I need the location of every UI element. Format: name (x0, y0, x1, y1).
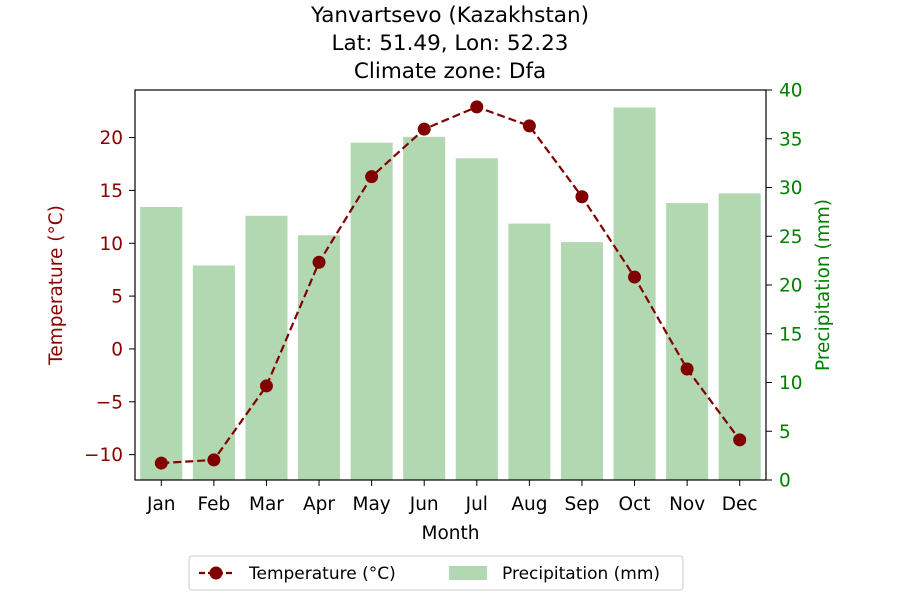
x-axis-label: Month (422, 523, 480, 544)
left-y-tick-label: 15 (99, 181, 123, 202)
title-line: Lat: 51.49, Lon: 52.23 (332, 31, 569, 56)
precipitation-bar (403, 136, 446, 481)
precipitation-bar (245, 215, 288, 480)
precipitation-bar (508, 223, 551, 480)
chart-title: Yanvartsevo (Kazakhstan) Lat: 51.49, Lon:… (310, 3, 589, 84)
precipitation-bars (140, 107, 761, 481)
axes: Jan Feb Mar Apr May Jun Jul Aug Sep Oct Nov Dec Mont… (46, 81, 834, 545)
precipitation-bar (613, 107, 656, 481)
temperature-point (259, 379, 273, 393)
left-y-tick-label: 20 (99, 128, 123, 149)
legend-precipitation-swatch (449, 566, 487, 580)
x-tick-label: Jan (146, 494, 176, 515)
x-tick-label: Apr (303, 494, 335, 515)
precipitation-bar (192, 265, 235, 480)
right-y-tick-label: 30 (779, 178, 803, 199)
precipitation-bar (560, 242, 603, 480)
left-y-tick-label: −10 (84, 445, 123, 466)
right-y-tick-label: 35 (779, 129, 803, 150)
title-line: Climate zone: Dfa (354, 59, 546, 84)
temperature-point (207, 453, 221, 467)
legend: Temperature (°C) Precipitation (mm) (188, 555, 684, 591)
precipitation-bar (455, 158, 498, 480)
right-y-tick-label: 5 (779, 422, 791, 443)
temperature-point (575, 190, 589, 204)
right-y-tick-label: 20 (779, 276, 803, 297)
precipitation-bar (350, 142, 393, 480)
left-y-tick-label: 5 (111, 287, 123, 308)
temperature-point (365, 170, 379, 184)
temperature-point (470, 100, 484, 114)
x-tick-label: Jul (465, 494, 488, 515)
temperature-point (154, 456, 168, 470)
legend-precipitation-label: Precipitation (mm) (502, 564, 660, 584)
temperature-point (312, 255, 326, 269)
temperature-point (417, 122, 431, 136)
x-tick-label: Jun (409, 494, 439, 515)
legend-temperature-label: Temperature (°C) (248, 564, 396, 584)
left-y-tick-label: −5 (96, 392, 123, 413)
right-y-tick-label: 25 (779, 227, 803, 248)
x-tick-label: Aug (511, 494, 547, 515)
precipitation-bar (718, 193, 761, 480)
legend-box (188, 555, 684, 591)
temperature-point (522, 119, 536, 133)
legend-temperature-marker (209, 566, 223, 580)
temperature-point (628, 270, 642, 284)
x-tick-label: Feb (197, 494, 230, 515)
title-line: Yanvartsevo (Kazakhstan) (310, 3, 589, 28)
temperature-point (733, 433, 747, 447)
x-tick-label: Nov (669, 494, 705, 515)
right-y-axis-label: Precipitation (mm) (813, 199, 834, 371)
precipitation-bar (298, 235, 341, 480)
right-y-tick-label: 15 (779, 324, 803, 345)
precipitation-bar (140, 207, 183, 480)
x-tick-label: Mar (249, 494, 284, 515)
right-y-tick-label: 10 (779, 373, 803, 394)
x-tick-label: Oct (619, 494, 651, 515)
x-tick-label: Dec (722, 494, 758, 515)
left-y-tick-label: 0 (111, 339, 123, 360)
x-tick-label: May (353, 494, 391, 515)
x-tick-label: Sep (565, 494, 600, 515)
right-y-tick-label: 0 (779, 471, 791, 492)
precipitation-bar (666, 203, 709, 480)
right-y-tick-label: 40 (779, 81, 803, 102)
left-y-tick-label: 10 (99, 234, 123, 255)
temperature-line (154, 100, 747, 470)
temperature-point (680, 362, 694, 376)
left-y-axis-label: Temperature (°C) (46, 205, 67, 366)
